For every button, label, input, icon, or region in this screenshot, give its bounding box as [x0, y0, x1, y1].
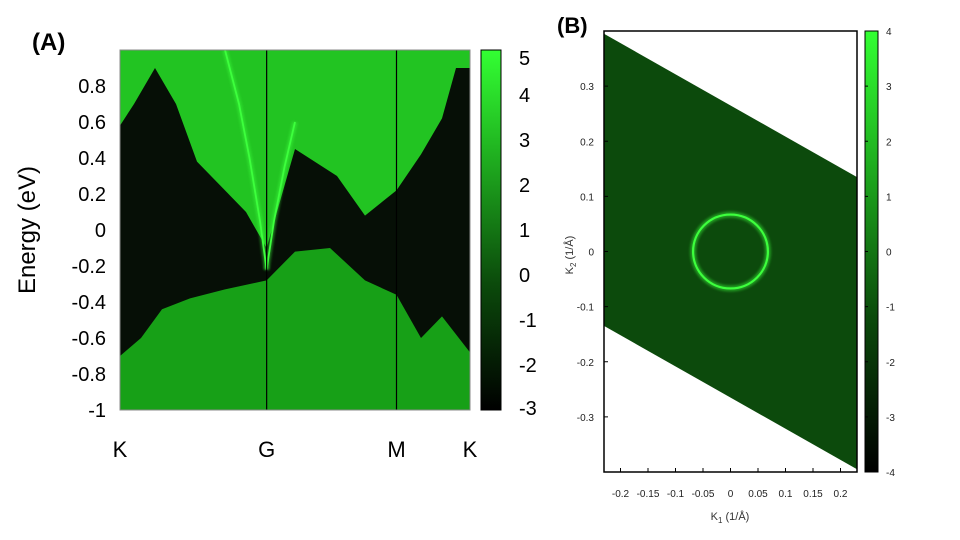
panel-b-x-axis-label: K1 (1/Å): [711, 510, 750, 525]
panel-b-y-tick-label: -0.1: [577, 303, 595, 314]
panel-a-colorbar-tick-label: 5: [519, 48, 530, 70]
panel-b-x-tick-label: 0.15: [803, 489, 823, 500]
panel-b-x-ticks: -0.2 -0.15 -0.1 -0.05 0 0.05 0.1 0.15 0.2: [612, 468, 848, 500]
panel-a-y-tick-label: 0.2: [78, 184, 106, 206]
k-point-label: K: [463, 437, 478, 462]
panel-b-colorbar-tick-label: -1: [886, 303, 895, 314]
panel-a-colorbar-tick-label: -3: [519, 398, 537, 420]
panel-a-y-ticks: 0.8 0.6 0.4 0.2 0 -0.2 -0.4 -0.6 -0.8 -1: [72, 76, 106, 422]
panel-b-y-tick-label: 0.2: [580, 137, 594, 148]
panel-a-colorbar-tick-label: 3: [519, 130, 530, 152]
k-point-label: K: [113, 437, 128, 462]
panel-a-y-tick-label: 0.4: [78, 148, 106, 170]
panel-b-colorbar-tick-label: 4: [886, 27, 892, 38]
panel-b-x-tick-label: -0.15: [637, 489, 660, 500]
panel-b-x-tick-label: 0.05: [748, 489, 768, 500]
panel-b-y-tick-label: -0.3: [577, 413, 595, 424]
panel-a-y-tick-label: 0.8: [78, 76, 106, 98]
panel-a-colorbar-tick-label: 0: [519, 265, 530, 287]
panel-b-y-tick-label: 0.3: [580, 82, 594, 93]
panel-b-colorbar-tick-label: 1: [886, 192, 892, 203]
panel-a-y-tick-label: 0.6: [78, 112, 106, 134]
panel-b-y-axis-label: K2 (1/Å): [563, 236, 578, 275]
panel-a-colorbar-ticks: 5 4 3 2 1 0 -1 -2 -3: [519, 48, 537, 420]
panel-b-label: (B): [557, 13, 588, 38]
upper-bulk-band: [120, 50, 470, 248]
panel-a-colorbar-tick-label: -1: [519, 310, 537, 332]
surface-state-right: [265, 121, 296, 270]
panel-a-plot-area: [120, 50, 470, 410]
panel-b: (B) 0.3 0.2 0.1 0 -0.1 -0.2 -0.3 -0.2 -0.15 -0.1…: [557, 13, 895, 525]
panel-b-x-tick-label: -0.1: [667, 489, 685, 500]
panel-b-y-ticks: 0.3 0.2 0.1 0 -0.1 -0.2 -0.3: [577, 82, 608, 424]
panel-b-x-tick-label: 0.2: [834, 489, 848, 500]
panel-b-x-tick-label: -0.2: [612, 489, 630, 500]
panel-b-x-tick-label: 0: [728, 489, 734, 500]
panel-a-colorbar-tick-label: 4: [519, 85, 530, 107]
panel-b-plot-area: [604, 31, 857, 472]
panel-a-y-tick-label: -1: [88, 400, 106, 422]
brillouin-zone-region: [604, 33, 857, 470]
panel-a-colorbar-tick-label: 2: [519, 175, 530, 197]
panel-a-colorbar-tick-label: -2: [519, 355, 537, 377]
panel-a-frame: [119, 49, 471, 411]
panel-a-label: (A): [32, 29, 65, 56]
panel-b-x-tick-label: -0.05: [692, 489, 715, 500]
panel-a-colorbar-tick-label: 1: [519, 220, 530, 242]
panel-b-colorbar-tick-label: -2: [886, 358, 895, 369]
panel-a-y-axis-label: Energy (eV): [14, 166, 41, 294]
lower-bulk-band: [120, 248, 470, 410]
panel-b-colorbar-tick-label: 0: [886, 248, 892, 259]
panel-b-colorbar-tick-label: -3: [886, 413, 895, 424]
panel-b-x-tick-label: 0.1: [779, 489, 793, 500]
panel-b-colorbar-tick-label: 2: [886, 137, 892, 148]
panel-a-y-tick-label: -0.4: [72, 292, 106, 314]
fermi-ring: [691, 213, 769, 290]
panel-a-y-tick-label: -0.8: [72, 364, 106, 386]
panel-b-colorbar-ticks: 4 3 2 1 0 -1 -2 -3 -4: [865, 27, 895, 479]
panel-b-y-tick-label: 0.1: [580, 192, 594, 203]
panel-b-colorbar-tick-label: 3: [886, 82, 892, 93]
k-point-label: G: [258, 437, 275, 462]
panel-b-y-tick-label: -0.2: [577, 358, 595, 369]
surface-state-left: [224, 50, 268, 270]
panel-b-colorbar-tick-label: -4: [886, 468, 895, 479]
k-point-label: M: [387, 437, 405, 462]
panel-a-colorbar: [480, 49, 502, 411]
panel-a-y-tick-label: -0.6: [72, 328, 106, 350]
panel-a: (A) Energy (eV) 0.8 0.6 0.4 0.2 0 -0.2 -0.4 -0.…: [14, 29, 537, 462]
panel-b-y-tick-label: 0: [588, 248, 594, 259]
panel-a-y-tick-label: 0: [95, 220, 106, 242]
panel-a-y-tick-label: -0.2: [72, 256, 106, 278]
